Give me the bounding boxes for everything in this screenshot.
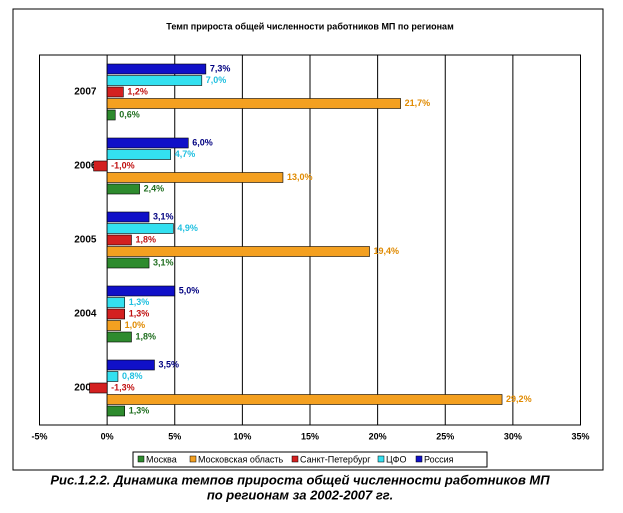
- value-label: 0,8%: [122, 371, 143, 381]
- y-tick-label: 2003: [74, 383, 97, 394]
- value-label: 1,8%: [135, 331, 156, 341]
- value-label: 1,3%: [129, 405, 150, 415]
- x-tick-label: 20%: [369, 431, 387, 441]
- value-label: 3,1%: [153, 257, 174, 267]
- bar: [89, 382, 108, 394]
- value-label: 3,1%: [153, 211, 174, 221]
- bar: [106, 234, 132, 246]
- bar: [106, 63, 207, 75]
- y-tick-label: 2007: [74, 87, 97, 98]
- legend-swatch: [137, 455, 145, 463]
- x-tick-label: 35%: [571, 431, 589, 441]
- value-label: 1,2%: [127, 86, 148, 96]
- bar: [106, 75, 203, 86]
- bar: [106, 320, 121, 331]
- bar: [106, 172, 284, 183]
- y-tick-label: 2006: [74, 161, 97, 172]
- value-label: 3,5%: [158, 359, 179, 369]
- legend-swatch: [291, 455, 299, 463]
- bar: [106, 394, 503, 405]
- legend-label: ЦФО: [386, 454, 407, 464]
- x-tick-label: 0%: [101, 431, 114, 441]
- legend-swatch: [415, 455, 423, 463]
- legend-label: Россия: [424, 454, 454, 464]
- bar: [106, 86, 124, 98]
- bar: [106, 359, 155, 371]
- caption: Рис.1.2.2. Динамика темпов прироста обще…: [50, 472, 550, 487]
- chart-title: Темп прироста общей численности работник…: [166, 21, 454, 31]
- x-tick-label: 15%: [301, 431, 319, 441]
- value-label: 1,0%: [125, 320, 146, 330]
- value-label: 19,4%: [374, 246, 400, 256]
- x-tick-label: 25%: [436, 431, 454, 441]
- value-label: 21,7%: [405, 98, 431, 108]
- x-tick-label: 5%: [168, 431, 181, 441]
- legend-label: Москва: [146, 454, 177, 464]
- bar: [106, 223, 174, 234]
- legend-swatch: [377, 455, 385, 463]
- x-tick-label: 10%: [233, 431, 251, 441]
- value-label: 5,0%: [179, 285, 200, 295]
- value-label: 13,0%: [287, 172, 313, 182]
- value-label: 2,4%: [144, 183, 165, 193]
- bar: [106, 297, 126, 308]
- value-label: 4,9%: [177, 223, 198, 233]
- value-label: -1,3%: [111, 382, 135, 392]
- value-label: 0,6%: [119, 109, 140, 119]
- bar: [106, 257, 150, 269]
- bar: [106, 137, 189, 149]
- value-label: 7,3%: [210, 63, 231, 73]
- bar: [106, 246, 370, 257]
- legend-swatch: [189, 455, 197, 463]
- bar: [106, 308, 126, 320]
- value-label: 6,0%: [192, 137, 213, 147]
- y-tick-label: 2004: [74, 309, 97, 320]
- legend-label: Санкт-Петербург: [300, 454, 371, 464]
- value-label: 1,3%: [129, 308, 150, 318]
- value-label: 1,3%: [129, 297, 150, 307]
- bar: [106, 371, 119, 382]
- value-label: 4,7%: [175, 149, 196, 159]
- bar: [93, 160, 108, 172]
- bar: [106, 183, 140, 195]
- legend: [132, 451, 488, 468]
- legend-label: Московская область: [198, 454, 283, 464]
- value-label: 29,2%: [506, 394, 532, 404]
- value-label: 7,0%: [206, 75, 227, 85]
- y-tick-label: 2005: [74, 235, 97, 246]
- bar: [106, 211, 150, 223]
- value-label: -1,0%: [111, 160, 135, 170]
- bar: [106, 285, 176, 297]
- bar: [106, 331, 132, 343]
- caption: по регионам за 2002-2007 гг.: [207, 487, 393, 502]
- bar: [106, 149, 171, 160]
- bar: [106, 109, 116, 121]
- bar: [106, 405, 126, 417]
- x-tick-label: 30%: [504, 431, 522, 441]
- value-label: 1,8%: [135, 234, 156, 244]
- bar: [106, 98, 401, 109]
- x-tick-label: -5%: [31, 431, 47, 441]
